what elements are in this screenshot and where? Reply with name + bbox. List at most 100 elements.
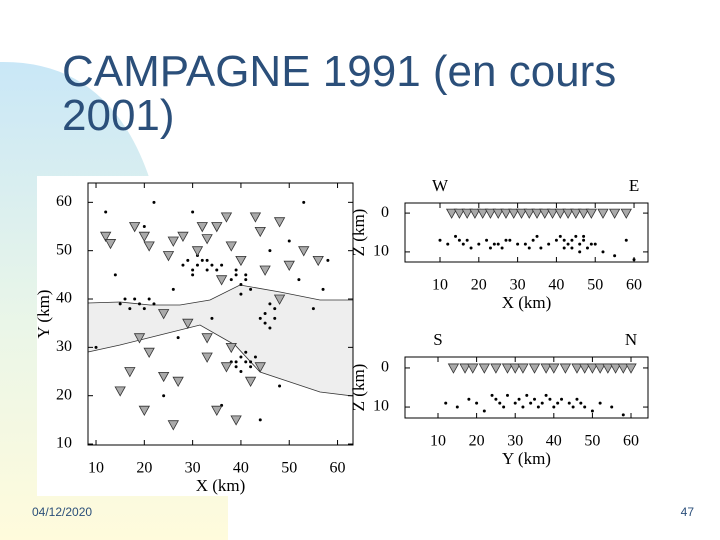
event-point <box>516 242 520 246</box>
event-point <box>533 397 537 401</box>
station-marker <box>445 208 458 219</box>
event-point <box>205 258 209 262</box>
event-point <box>234 273 238 277</box>
station-marker <box>447 363 460 374</box>
event-point <box>513 401 517 405</box>
station-marker <box>211 222 223 233</box>
station-marker <box>490 363 502 374</box>
event-point <box>438 238 442 242</box>
event-point <box>297 278 301 282</box>
x-tick-label: 60 <box>330 460 346 477</box>
event-point <box>113 273 117 277</box>
direction-label: E <box>629 176 639 195</box>
event-point <box>535 234 539 238</box>
event-point <box>579 401 583 405</box>
event-point <box>244 278 248 282</box>
event-point <box>457 238 461 242</box>
direction-label: W <box>432 176 449 195</box>
event-point <box>536 405 540 409</box>
station-marker <box>298 246 310 257</box>
event-point <box>529 401 533 405</box>
station-marker <box>177 231 189 242</box>
title-line: CAMPAGNE 1991 (en cours <box>62 47 616 96</box>
x-tick-label: 60 <box>626 277 642 294</box>
station-marker <box>609 363 622 374</box>
station-marker <box>554 208 566 219</box>
event-point <box>220 263 224 267</box>
footer-date: 04/12/2020 <box>32 505 92 519</box>
event-point <box>505 393 509 397</box>
station-marker <box>478 363 491 374</box>
station-marker <box>453 208 466 219</box>
station-marker <box>548 363 560 374</box>
event-point <box>558 234 562 238</box>
x-tick-label: 20 <box>136 460 152 477</box>
x-tick-label: 20 <box>471 277 487 294</box>
station-marker <box>259 265 271 276</box>
event-point <box>210 263 214 267</box>
event-point <box>244 273 248 277</box>
station-marker <box>492 208 504 219</box>
event-point <box>444 401 448 405</box>
event-point <box>191 273 195 277</box>
event-point <box>273 316 277 320</box>
station-marker <box>225 342 237 354</box>
event-point <box>234 360 238 364</box>
station-marker <box>249 212 262 223</box>
station-marker <box>546 208 559 219</box>
x-tick-label: 30 <box>510 277 526 294</box>
event-point <box>590 409 594 413</box>
event-point <box>215 268 219 272</box>
station-marker <box>143 241 155 252</box>
event-point <box>128 307 132 311</box>
y-tick-label: 30 <box>56 338 72 355</box>
station-marker <box>484 208 497 219</box>
event-point <box>263 321 267 325</box>
event-point <box>454 234 458 238</box>
x-tick-label: 20 <box>469 433 485 450</box>
station-marker <box>517 363 529 374</box>
station-marker <box>570 208 582 219</box>
y-axis-label: Y (km) <box>34 290 53 339</box>
event-point <box>176 336 180 340</box>
event-point <box>589 242 593 246</box>
event-point <box>566 242 570 246</box>
event-point <box>152 200 156 204</box>
event-point <box>562 238 566 242</box>
event-point <box>475 401 479 405</box>
event-point <box>571 405 575 409</box>
station-marker <box>230 415 242 426</box>
y-axis-label: Z (km) <box>349 364 368 412</box>
direction-label: S <box>433 330 442 349</box>
event-point <box>523 242 527 246</box>
event-point <box>186 258 190 262</box>
x-tick-label: 10 <box>432 277 448 294</box>
event-point <box>548 397 552 401</box>
plot-frame <box>87 182 354 446</box>
title-line: 2001) <box>62 91 175 140</box>
y-tick-label: 10 <box>56 435 72 452</box>
event-point <box>521 405 525 409</box>
plot-frame <box>404 202 649 263</box>
station-marker <box>220 362 233 373</box>
station-marker <box>201 234 213 245</box>
event-point <box>268 326 272 330</box>
station-marker <box>467 363 479 374</box>
station-marker <box>283 260 295 272</box>
station-marker <box>577 208 590 219</box>
station-marker <box>191 246 204 257</box>
station-marker <box>509 363 521 374</box>
event-point <box>574 234 578 238</box>
event-point <box>544 393 548 397</box>
event-point <box>268 249 272 253</box>
x-tick-label: 30 <box>185 460 201 477</box>
station-marker <box>562 208 574 219</box>
event-point <box>104 210 108 214</box>
station-marker <box>579 363 591 374</box>
event-point <box>482 409 486 413</box>
event-point <box>142 307 146 311</box>
event-point <box>249 365 253 369</box>
event-point <box>598 401 602 405</box>
event-point <box>578 242 582 246</box>
